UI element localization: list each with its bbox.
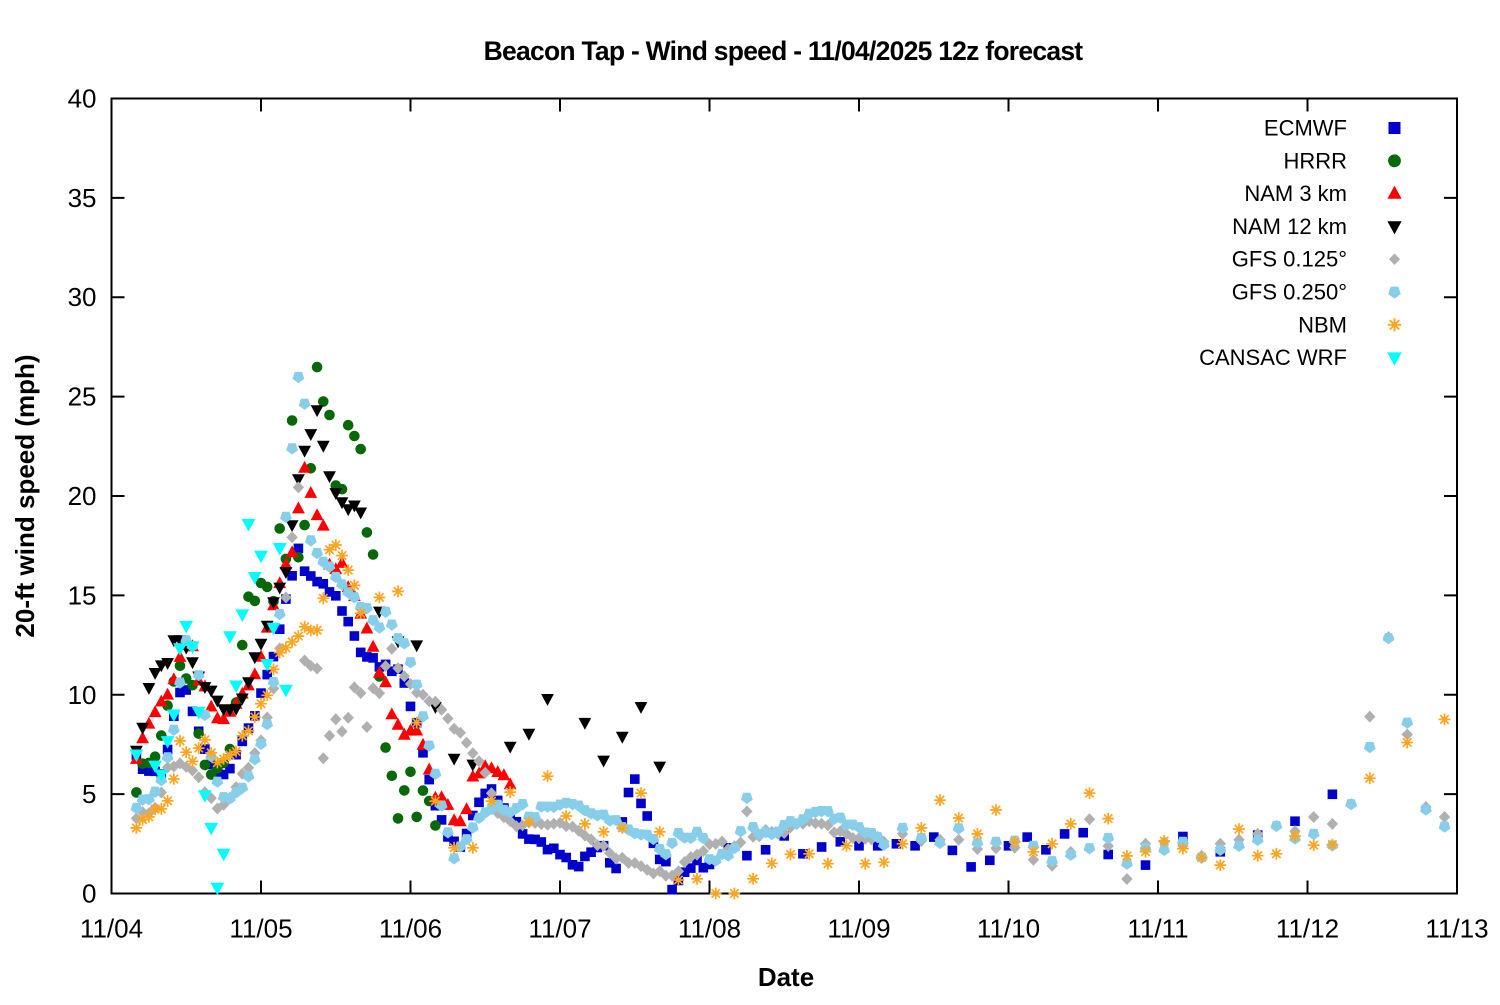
svg-text:11/10: 11/10 bbox=[977, 914, 1040, 944]
svg-text:40: 40 bbox=[68, 84, 97, 114]
svg-text:11/08: 11/08 bbox=[678, 914, 741, 944]
svg-text:GFS 0.125°: GFS 0.125° bbox=[1232, 247, 1347, 272]
svg-text:Date: Date bbox=[758, 962, 814, 992]
svg-text:20-ft wind speed (mph): 20-ft wind speed (mph) bbox=[10, 354, 40, 637]
svg-text:NAM 3 km: NAM 3 km bbox=[1244, 181, 1347, 206]
svg-text:11/13: 11/13 bbox=[1425, 914, 1488, 944]
svg-text:11/06: 11/06 bbox=[379, 914, 442, 944]
svg-text:35: 35 bbox=[68, 183, 97, 213]
svg-text:ECMWF: ECMWF bbox=[1264, 116, 1347, 141]
svg-text:10: 10 bbox=[68, 680, 97, 710]
svg-text:20: 20 bbox=[68, 481, 97, 511]
svg-text:25: 25 bbox=[68, 382, 97, 412]
svg-text:30: 30 bbox=[68, 282, 97, 312]
svg-text:11/07: 11/07 bbox=[528, 914, 591, 944]
svg-text:5: 5 bbox=[82, 779, 96, 809]
svg-text:15: 15 bbox=[68, 580, 97, 610]
svg-text:0: 0 bbox=[82, 879, 96, 909]
svg-text:NBM: NBM bbox=[1298, 312, 1347, 337]
svg-text:11/04: 11/04 bbox=[80, 914, 143, 944]
svg-text:Beacon Tap - Wind speed - 11/0: Beacon Tap - Wind speed - 11/04/2025 12z… bbox=[484, 36, 1084, 66]
svg-text:GFS 0.250°: GFS 0.250° bbox=[1232, 280, 1347, 305]
svg-text:NAM 12 km: NAM 12 km bbox=[1232, 214, 1347, 239]
svg-text:11/09: 11/09 bbox=[827, 914, 890, 944]
svg-text:11/11: 11/11 bbox=[1127, 914, 1188, 944]
svg-text:HRRR: HRRR bbox=[1283, 148, 1347, 173]
svg-text:11/05: 11/05 bbox=[229, 914, 292, 944]
svg-text:11/12: 11/12 bbox=[1276, 914, 1339, 944]
svg-text:CANSAC WRF: CANSAC WRF bbox=[1199, 345, 1347, 370]
